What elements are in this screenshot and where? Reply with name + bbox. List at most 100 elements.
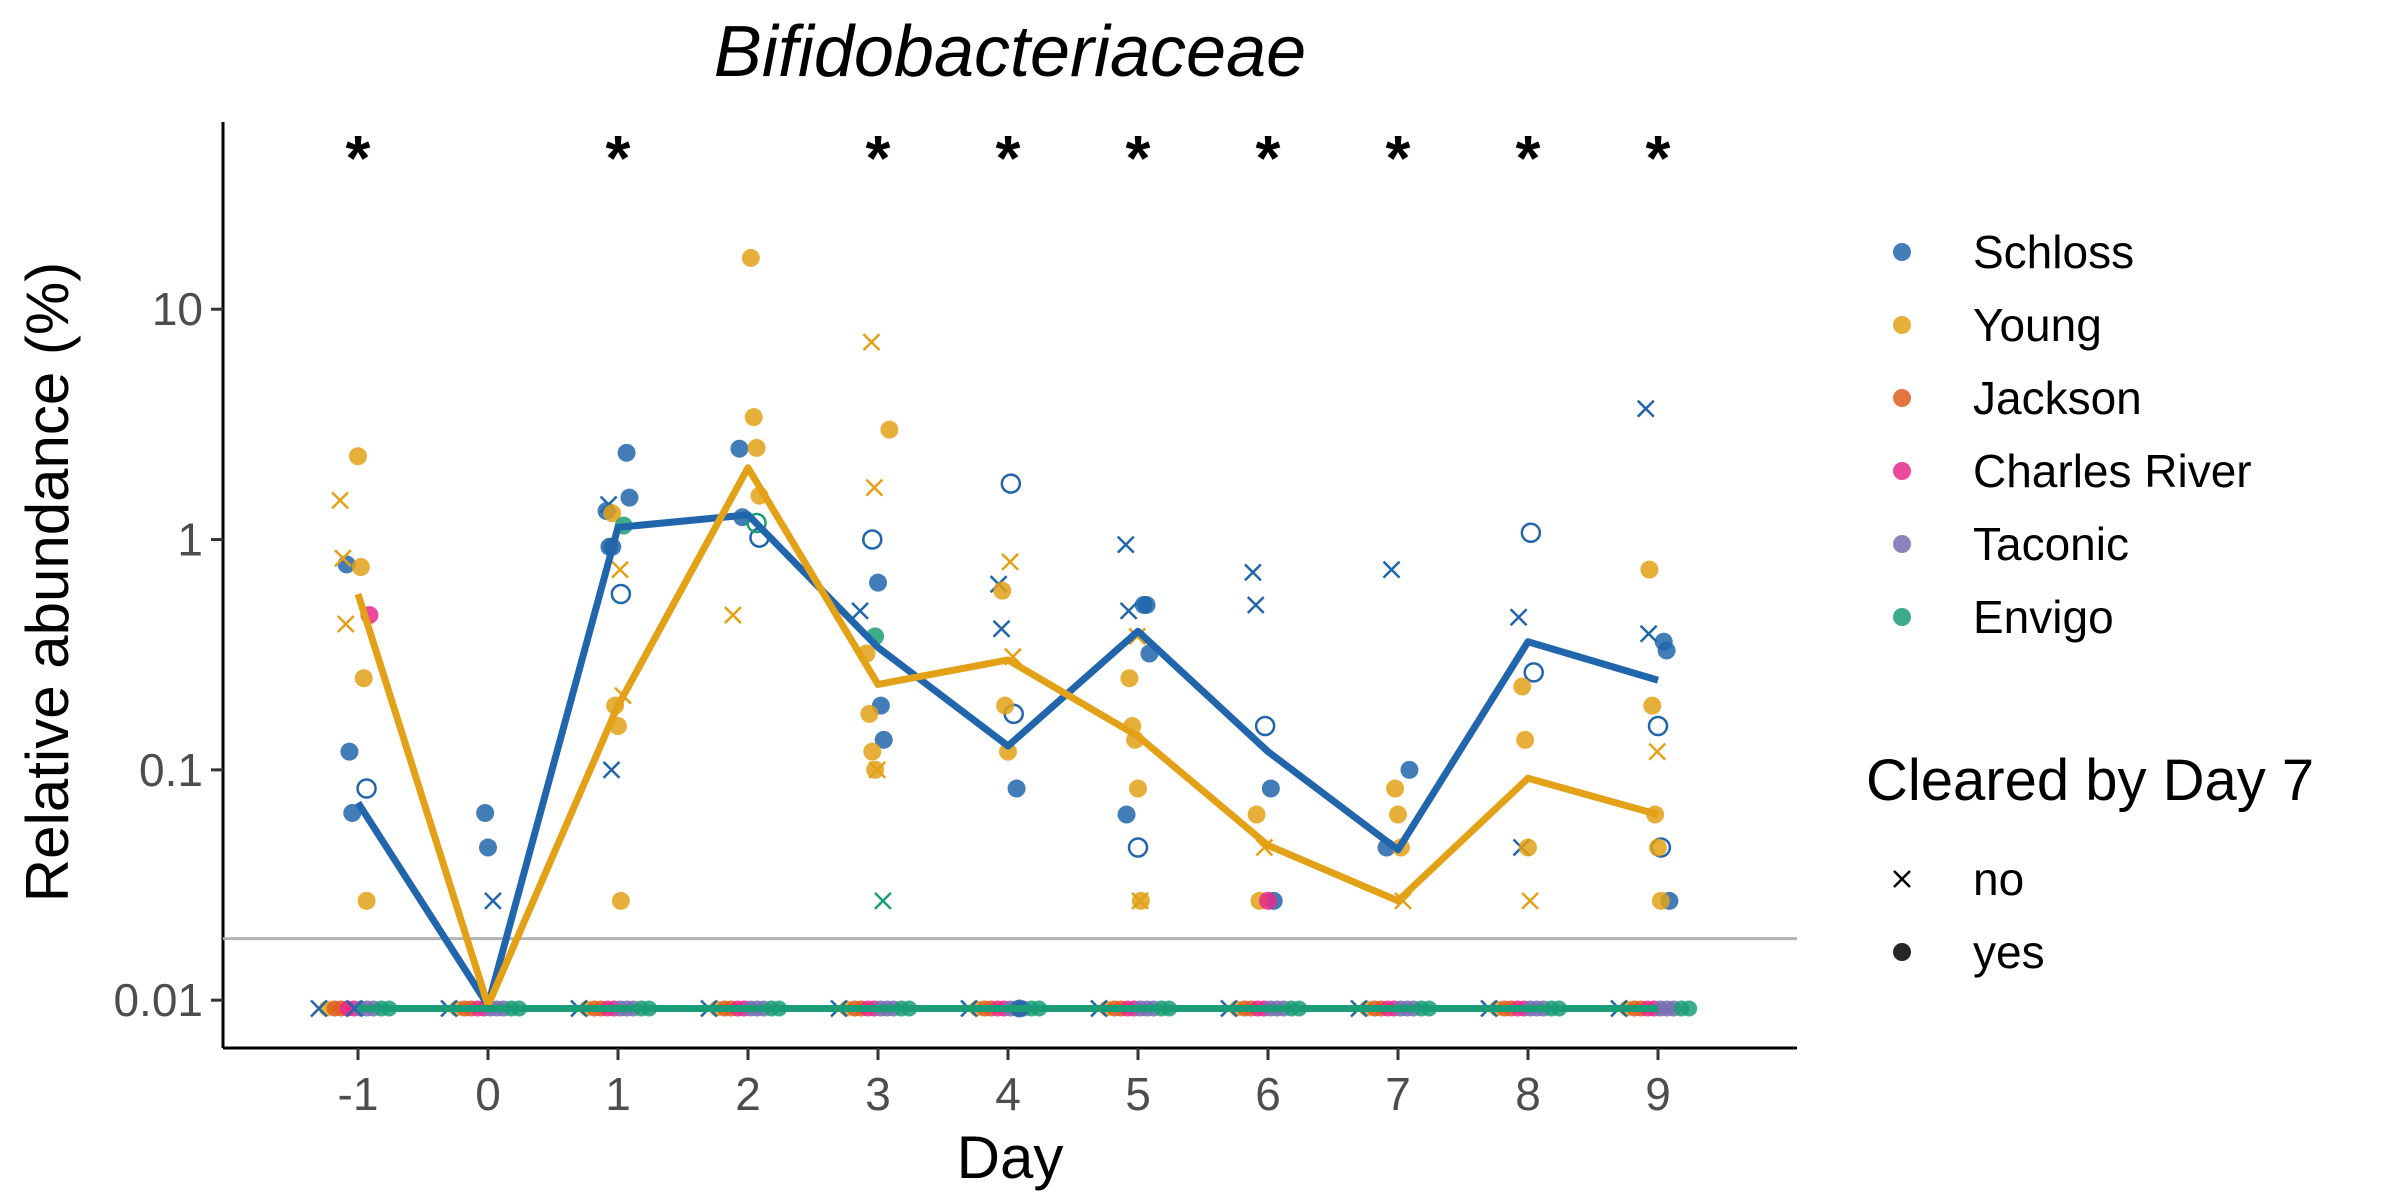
significance-star: * xyxy=(1126,122,1151,194)
legend-label: no xyxy=(1973,853,2024,905)
significance-star: * xyxy=(346,122,371,194)
data-point-filled xyxy=(730,439,749,458)
legend-cleared-title: Cleared by Day 7 xyxy=(1866,748,2314,813)
data-point-filled xyxy=(993,581,1012,600)
data-point-filled xyxy=(999,742,1017,761)
data-point-cross xyxy=(1001,552,1019,571)
plot-area: 0.01 0.1 1 10 -1 0 1 2 3 4 5 6 7 8 9 * * * * * * * * * xyxy=(113,122,1797,1120)
data-point-filled xyxy=(1649,838,1667,857)
data-point-cross xyxy=(345,999,364,1018)
x-tick-label: 2 xyxy=(735,1068,761,1120)
data-point-cross xyxy=(602,760,621,779)
data-point-filled xyxy=(617,443,636,462)
significance-star: * xyxy=(1646,122,1671,194)
data-point-cross xyxy=(724,606,742,624)
data-point-cross xyxy=(874,891,892,910)
baseline-cross xyxy=(310,999,328,1018)
data-point-cross xyxy=(1244,563,1262,582)
data-point-cross xyxy=(1648,742,1667,761)
data-point-hollow xyxy=(1520,522,1542,544)
data-point-filled xyxy=(351,557,370,576)
data-point-filled xyxy=(1386,779,1405,798)
legend-label: Envigo xyxy=(1973,591,2114,643)
legend-label: Charles River xyxy=(1973,445,2252,497)
data-point-cross xyxy=(1521,891,1539,910)
data-point-filled xyxy=(1640,560,1659,579)
median-line-young xyxy=(354,464,1659,1009)
data-point-filled xyxy=(1400,760,1419,779)
legend-key-envigo xyxy=(1893,608,1911,626)
data-point-filled xyxy=(866,760,885,779)
data-point-cross xyxy=(1131,891,1149,910)
significance-star: * xyxy=(606,122,631,194)
data-point-hollow xyxy=(356,778,377,799)
data-point-filled xyxy=(620,488,639,507)
baseline-point xyxy=(1681,1000,1698,1017)
y-axis-title: Relative abundance (%) xyxy=(14,262,81,902)
significance-star: * xyxy=(866,122,891,194)
data-point-filled xyxy=(1247,805,1266,824)
x-tick-label: 1 xyxy=(605,1068,631,1120)
x-tick-label: 6 xyxy=(1255,1068,1281,1120)
data-point-hollow xyxy=(862,529,883,550)
data-point-hollow xyxy=(1647,715,1669,737)
legend-key-cross xyxy=(1893,870,1911,888)
data-point-filled xyxy=(1513,677,1532,696)
data-point-filled xyxy=(1389,805,1407,824)
data-point-hollow xyxy=(610,583,632,605)
data-point-filled xyxy=(1259,891,1277,910)
data-point-filled xyxy=(874,730,893,749)
x-tick-label: -1 xyxy=(338,1068,379,1120)
data-point-filled xyxy=(741,248,760,267)
legend-label: Taconic xyxy=(1973,518,2129,570)
legend-label: Schloss xyxy=(1973,226,2134,278)
x-tick-label: 5 xyxy=(1125,1068,1151,1120)
data-point-cross xyxy=(611,560,629,579)
data-point-filled xyxy=(1120,669,1139,688)
data-point-filled xyxy=(744,408,763,427)
x-tick-label: 3 xyxy=(865,1068,891,1120)
data-point-cross xyxy=(334,549,352,568)
legend-key-taconic xyxy=(1893,535,1911,553)
data-point-cross xyxy=(336,615,355,633)
chart-title: Bifidobacteriaceae xyxy=(714,12,1306,92)
data-point-cross xyxy=(1639,624,1658,643)
data-point-filled xyxy=(603,504,622,523)
data-point-filled xyxy=(1643,696,1662,715)
data-point-filled xyxy=(1137,595,1156,614)
data-point-filled xyxy=(747,438,766,457)
y-tick-label: 0.01 xyxy=(113,974,203,1026)
data-point-hollow xyxy=(1000,473,1022,494)
data-point-cross xyxy=(1509,608,1528,627)
data-point-filled xyxy=(357,891,376,910)
data-point-filled xyxy=(1519,838,1537,857)
legend-label: yes xyxy=(1973,926,2045,978)
x-tick-label: 4 xyxy=(995,1068,1021,1120)
data-point-filled xyxy=(479,838,497,857)
data-point-hollow xyxy=(1127,837,1149,858)
data-point-filled xyxy=(1007,779,1026,798)
x-tick-label: 7 xyxy=(1385,1068,1411,1120)
data-point-hollow xyxy=(1254,715,1276,737)
data-point-cross xyxy=(331,491,349,510)
median-line-schloss xyxy=(355,511,1659,1009)
legend-key-charles-river xyxy=(1893,462,1911,480)
legend-key-dot xyxy=(1893,943,1911,961)
data-point-filled xyxy=(1516,730,1535,749)
data-point-filled xyxy=(476,803,495,822)
y-tick-label: 10 xyxy=(152,283,203,335)
legend: Schloss Young Jackson Charles River Taconic E… xyxy=(1866,226,2314,978)
data-point-cross xyxy=(862,333,881,351)
legend-key-jackson xyxy=(1893,389,1911,407)
data-point-filled xyxy=(340,742,359,761)
data-point-cross xyxy=(1246,596,1265,614)
data-point-cross xyxy=(868,760,887,779)
data-point-cross xyxy=(1116,535,1135,554)
data-point-filled xyxy=(860,704,879,723)
data-point-cross xyxy=(992,619,1011,638)
x-tick-label: 8 xyxy=(1515,1068,1541,1120)
legend-key-young xyxy=(1893,316,1911,334)
data-point-hollow xyxy=(1523,662,1544,683)
significance-star: * xyxy=(996,122,1021,194)
